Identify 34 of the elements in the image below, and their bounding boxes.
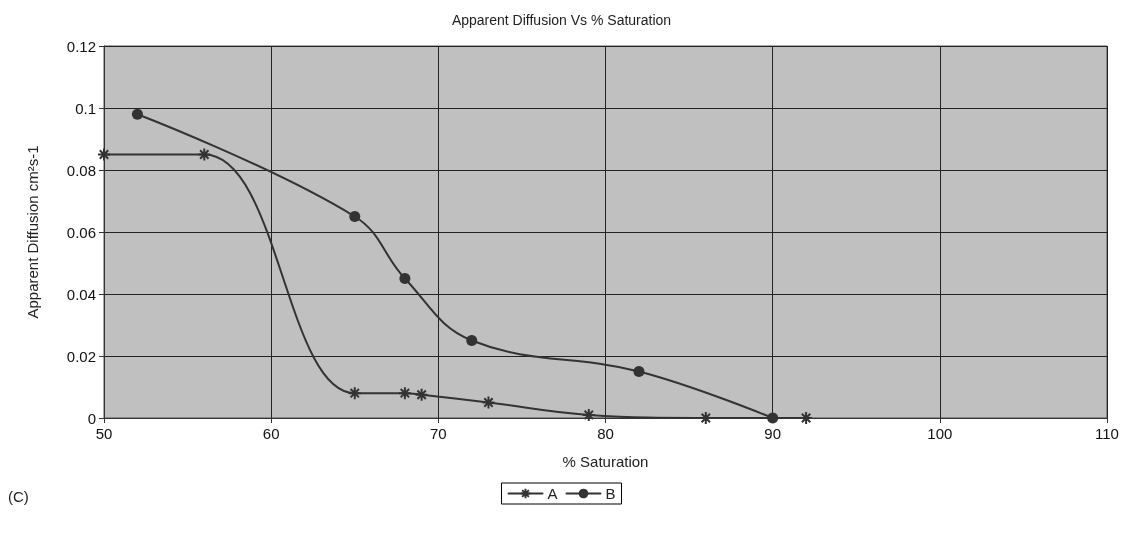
- x-tick-label: 70: [429, 425, 447, 442]
- point: [131, 108, 143, 120]
- point: [767, 412, 779, 424]
- legend-label: B: [605, 485, 616, 502]
- text: (C): [8, 488, 29, 505]
- y-axis-title: Apparent Diffusion cm²s-1: [24, 145, 41, 319]
- x-tick-label: 110: [1095, 425, 1119, 442]
- x-tick-label: 90: [764, 425, 782, 442]
- y-tick-label: 0.02: [66, 347, 96, 365]
- y-tick-label: 0.06: [66, 223, 96, 241]
- legend-label: A: [547, 485, 558, 502]
- x-tick-label: 80: [597, 425, 614, 442]
- x-tick-label: 60: [262, 425, 280, 442]
- point: [97, 147, 111, 162]
- x-axis-title: % Saturation: [562, 453, 649, 470]
- point: [414, 387, 429, 402]
- point: [349, 211, 361, 222]
- point: [581, 407, 596, 422]
- point: [399, 273, 411, 284]
- x-tick-label: 50: [95, 425, 113, 442]
- x-tick-label: 100: [927, 425, 953, 442]
- point: [799, 411, 814, 425]
- y-tick-label: 0.1: [75, 99, 96, 117]
- y-tick-label: 0.08: [66, 161, 96, 179]
- point: [633, 366, 645, 377]
- point: [347, 386, 362, 401]
- y-tick-label: 0.04: [66, 285, 96, 303]
- point: [197, 147, 212, 162]
- y-tick-label: 0.12: [66, 37, 96, 55]
- point: [466, 335, 478, 346]
- point: [481, 395, 496, 410]
- y-tick-label: 0: [87, 409, 96, 427]
- chart-title: Apparent Diffusion Vs % Saturation: [451, 12, 672, 28]
- point: [397, 386, 412, 401]
